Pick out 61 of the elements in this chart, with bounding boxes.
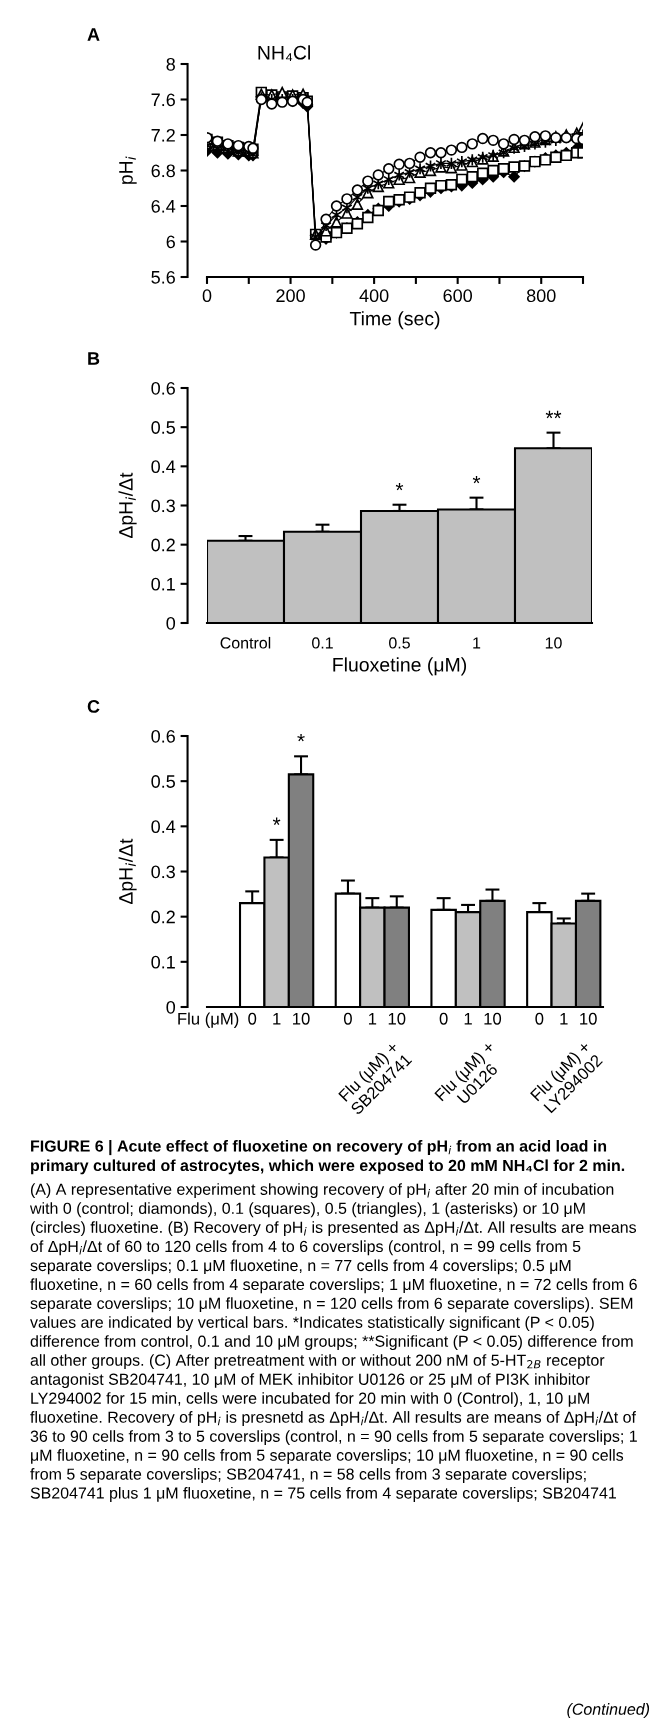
y-tick-label: 5.6 bbox=[151, 270, 175, 284]
text: 0 bbox=[343, 1012, 352, 1025]
text: 0 bbox=[535, 1012, 544, 1025]
y-tick-label: 8 bbox=[166, 57, 175, 71]
x-axis-title: Time (sec) bbox=[349, 311, 440, 330]
series-label: 0 bbox=[248, 1012, 257, 1025]
y-tick-label: 0.4 bbox=[151, 460, 176, 474]
y-axis-title: ΔpH$_{i}$/Δt bbox=[118, 472, 137, 539]
text: NH₄Cl bbox=[258, 45, 310, 62]
y-tick-label: 0.3 bbox=[151, 499, 175, 513]
x-tick-label: 600 bbox=[443, 289, 473, 303]
y-tick-label: 0.6 bbox=[151, 381, 175, 395]
x-tick-label: 0.5 bbox=[389, 637, 410, 649]
y-tick-label: 0.5 bbox=[151, 775, 175, 788]
x-tick-label: 200 bbox=[276, 289, 305, 303]
text: (Continued) bbox=[567, 1703, 650, 1718]
x-tick-label: 0 bbox=[202, 289, 212, 303]
y-tick-label: 0.5 bbox=[151, 421, 175, 434]
chart-title: C bbox=[87, 700, 100, 713]
y-tick-label: 0.4 bbox=[151, 820, 176, 834]
caption: FIGURE 6 | Acute effect of fluoxetine on recovery of pH$_{i}$ from an acid load in primary cultured of astrocytes, which were exposed to 20 mM NH₄Cl for 2 min. bbox=[31, 1140, 625, 1175]
x-tick-label: 1 bbox=[473, 637, 481, 649]
data-label: * bbox=[472, 475, 481, 484]
series-label: 1 bbox=[273, 1013, 281, 1025]
x-tick-label: 400 bbox=[359, 289, 389, 303]
chart-title: A bbox=[87, 28, 100, 41]
data-label: ** bbox=[545, 410, 562, 419]
y-tick-label: 7.6 bbox=[151, 93, 175, 107]
data-label: * bbox=[395, 482, 404, 491]
y-tick-label: 0.2 bbox=[151, 538, 175, 552]
category-label: 1 bbox=[560, 1013, 568, 1025]
text: (A) A representative experiment showing recovery of pH$_{i}$ after 20 min of incubation with 0 (control; diamonds), 0.1 (squares), 0.5 (triangles), 1 (asterisks) or 10 μM (circles) fluoxetine. (B) Recovery of pH$_{i}$ is presented as ΔpH$_{i}$/Δt. All results are means of ΔpH$_{i}$/Δt of 60 to 120 cells from 4 to 6 coverslips (control, n = 99 cells from 5 separate coverslips; 0.1 μM fluoxetine, n = 77 cells from 4 coverslips; 0.5 μM fluoxetine, n = 60 cells from 4 separate coverslips; 1 μM fluoxetine, n = 72 cells from 6 separate coverslips; 10 μM fluoxetine, n = 120 cells from 6 separate coverslips). SEM values are indicated by vertical bars. *Indicates statistically significant (P < 0.05) difference from control, 0.1 and 10 μM groups; **Significant (P < 0.05) difference from all other groups. (C) After pretreatment with or without 200 nM of 5-HT$_{2B}$ receptor antagonist SB204741, 10 μM of MEK inhibitor U0126 or 25 μM of PI3K inhibitor LY294002 for 15 min, cells were incubated for 20 min with 0 (Control), 1, 10 μM fluoxetine. Recovery of pH$_{i}$ is presnetd as ΔpH$_{i}$/Δt. All results are means of ΔpH$_{i}$/Δt of 36 to 90 cells from 3 to 5 coverslips (control, n = 90 cells from 5 separate coverslips; 1 μM fluoxetine, n = 90 cells from 5 separate coverslips; 10 μM fluoxetine, n = 90 cells from 5 separate coverslips; SB204741, n = 58 cells from 3 separate coverslips; SB204741 plus 1 μM fluoxetine, n = 75 cells from 4 separate coverslips; SB204741 bbox=[29, 1183, 637, 1502]
y-tick-label: 7.2 bbox=[151, 128, 175, 142]
x-axis-title: Fluoxetine (μM) bbox=[333, 657, 467, 676]
x-tick-label: Control bbox=[220, 636, 271, 649]
y-tick-label: 6.8 bbox=[151, 164, 175, 178]
category-label: 10 bbox=[580, 1012, 597, 1025]
category-label: 1 bbox=[368, 1013, 377, 1025]
y-axis-title: pH$_{i}$ bbox=[119, 156, 137, 184]
category-label: 10 bbox=[388, 1012, 406, 1025]
y-tick-label: 0 bbox=[166, 1000, 176, 1014]
y-tick-label: 6 bbox=[166, 235, 175, 249]
x-tick-label: 800 bbox=[526, 289, 556, 303]
y-tick-label: 6.4 bbox=[151, 199, 176, 213]
y-tick-label: 0 bbox=[166, 616, 176, 630]
y-axis-title: ΔpH$_{i}$/Δt bbox=[118, 838, 137, 905]
data-label: * bbox=[272, 817, 281, 825]
category-label: 10 bbox=[484, 1012, 502, 1025]
y-tick-label: 0.6 bbox=[151, 729, 175, 743]
data-label: * bbox=[297, 734, 305, 742]
x-tick-label: 10 bbox=[545, 637, 562, 649]
y-tick-label: 0.2 bbox=[151, 910, 175, 924]
x-axis-title: Flu (μM) bbox=[178, 1012, 239, 1028]
x-tick-label: 0.1 bbox=[312, 637, 333, 649]
y-tick-label: 0.3 bbox=[151, 865, 175, 879]
chart-title: B bbox=[88, 352, 100, 365]
text: 0 bbox=[439, 1012, 448, 1025]
y-tick-label: 0.1 bbox=[151, 577, 175, 591]
category-label: 1 bbox=[464, 1013, 472, 1025]
y-tick-label: 0.1 bbox=[151, 955, 175, 969]
series-label: 10 bbox=[293, 1012, 310, 1025]
